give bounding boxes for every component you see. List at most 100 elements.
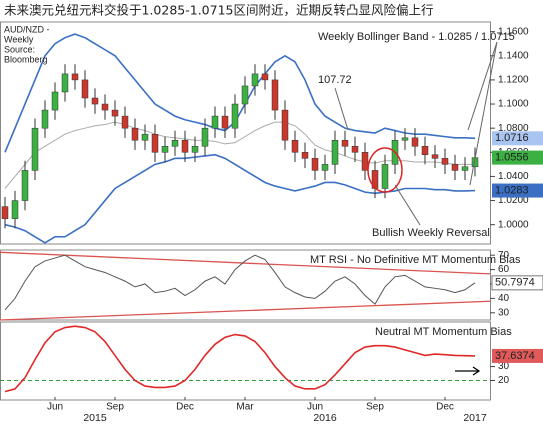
- y-tick-label: 30: [498, 361, 510, 372]
- candle-body: [111, 109, 119, 117]
- x-year-label: 2015: [83, 412, 107, 424]
- series-line: [4, 254, 476, 311]
- y-tick-label: 1.1000: [498, 99, 529, 110]
- band-upper: [4, 33, 476, 153]
- y-tick-label: 60: [498, 264, 510, 275]
- decoration: [394, 184, 421, 226]
- y-tick-label: 1.1200: [498, 75, 529, 86]
- panel-label: MT RSI - No Definitive MT Momentum Bias: [310, 254, 521, 266]
- x-tick-label: Dec: [436, 402, 454, 413]
- candle-body: [21, 170, 29, 201]
- y-tick-label: 1.0400: [498, 171, 529, 182]
- series-line: [4, 325, 476, 393]
- annotation: Bullish Weekly Reversal: [372, 227, 490, 239]
- y-tick-label: 1.0800: [498, 123, 529, 134]
- candle-body: [181, 139, 189, 153]
- candle-body: [461, 166, 469, 171]
- candle-body: [381, 164, 389, 189]
- value-tag-label: 1.0556: [495, 152, 529, 164]
- x-tick-label: Dec: [176, 402, 194, 413]
- candle-body: [171, 139, 179, 147]
- value-tag-label: 37.6374: [495, 350, 535, 362]
- y-tick-label: 30: [498, 307, 510, 318]
- value-tag: [492, 150, 543, 165]
- source-note: Source:: [4, 44, 35, 54]
- value-tag: [491, 275, 543, 291]
- candle-body: [361, 152, 369, 171]
- candle-body: [31, 127, 39, 171]
- x-tick-label: Jun: [307, 402, 323, 413]
- candle-body: [281, 109, 289, 141]
- candle-body: [1, 206, 9, 219]
- x-year-label: 2017: [463, 412, 487, 424]
- value-tag-label: 1.0716: [495, 132, 529, 144]
- candle-body: [341, 139, 349, 147]
- candle-body: [261, 73, 269, 81]
- candle-body: [131, 127, 139, 141]
- x-tick-label: Mar: [236, 402, 254, 413]
- candle-body: [241, 85, 249, 105]
- candle-body: [271, 79, 279, 111]
- decoration: [467, 41, 498, 131]
- candle-body: [81, 79, 89, 99]
- decoration: [469, 41, 498, 186]
- annotation: Weekly Bollinger Band - 1.0285 / 1.0715: [318, 31, 515, 43]
- candle-body: [121, 115, 129, 129]
- y-tick-label: 1.1600: [498, 26, 529, 37]
- candle-body: [421, 146, 429, 155]
- trend-line: [0, 251, 491, 275]
- y-tick-label: 1.0000: [498, 219, 529, 230]
- y-tick-label: 20: [498, 375, 510, 386]
- candle-body: [311, 158, 319, 171]
- candle-body: [321, 164, 329, 171]
- candle-body: [221, 115, 229, 129]
- candle-body: [351, 146, 359, 153]
- value-tag: [492, 131, 543, 146]
- candle-body: [11, 200, 19, 219]
- value-tag-label: 50.7974: [495, 277, 535, 289]
- candle-body: [451, 164, 459, 171]
- value-tag: [492, 348, 543, 363]
- y-tick-label: 70: [498, 250, 510, 261]
- candle-body: [51, 91, 59, 111]
- x-tick-label: Sep: [106, 402, 124, 413]
- candle-body: [101, 103, 109, 111]
- decoration: [334, 87, 349, 131]
- candle-body: [251, 73, 259, 87]
- candle-body: [201, 127, 209, 147]
- x-tick-label: Sep: [366, 402, 384, 413]
- candle-body: [161, 146, 169, 153]
- candle-body: [61, 73, 69, 93]
- candle-body: [331, 139, 339, 165]
- value-tag-label: 1.0283: [495, 184, 529, 196]
- source-note: AUD/NZD -: [4, 24, 50, 34]
- candle-body: [431, 154, 439, 159]
- annotation: 107.72: [318, 74, 352, 86]
- panel-frame: [0, 249, 491, 321]
- source-note: Bloomberg: [4, 54, 48, 64]
- candle-body: [291, 139, 299, 153]
- candle-body: [71, 73, 79, 81]
- candle-body: [411, 137, 419, 147]
- decoration: [367, 147, 403, 193]
- panel-frame: [0, 21, 491, 245]
- value-tag: [492, 183, 543, 198]
- y-tick-label: 1.0200: [498, 195, 529, 206]
- y-tick-label: 40: [498, 293, 510, 304]
- x-year-label: 2016: [313, 412, 337, 424]
- candle-body: [301, 152, 309, 159]
- candle-body: [441, 158, 449, 165]
- candle-body: [211, 115, 219, 129]
- panel-label: Neutral MT Momentum Bias: [375, 326, 512, 338]
- candle-body: [41, 109, 49, 129]
- candle-body: [141, 133, 149, 141]
- candle-body: [401, 137, 409, 141]
- candle-body: [151, 133, 159, 153]
- source-note: Weekly: [4, 34, 34, 44]
- trend-line: [0, 300, 491, 321]
- candle-body: [231, 103, 239, 129]
- page-title: 未来澳元兑纽元料交投于1.0285-1.0715区间附近，近期反转凸显风险偏上行: [4, 3, 434, 18]
- decoration: [472, 366, 481, 376]
